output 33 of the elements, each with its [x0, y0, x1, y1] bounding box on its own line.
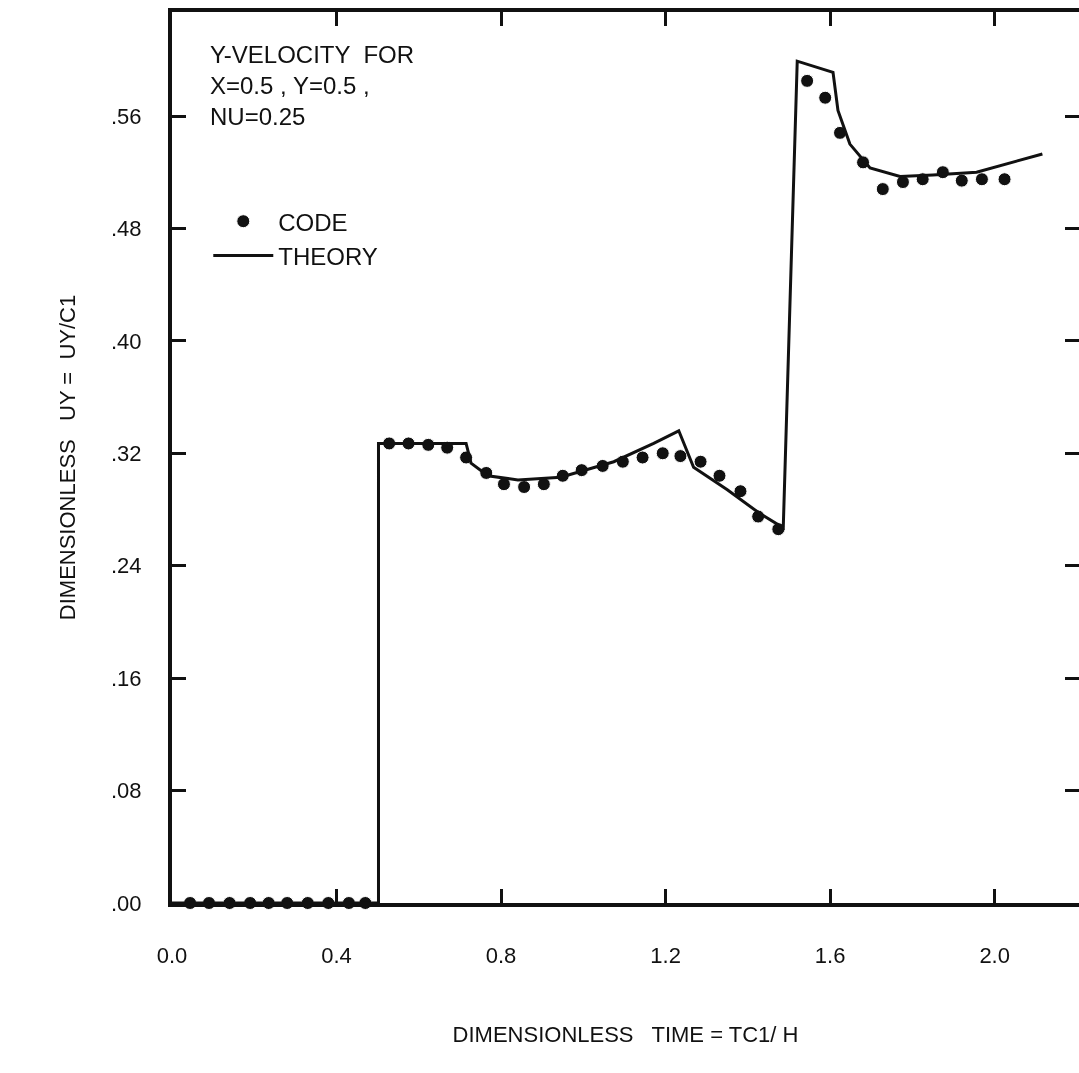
legend-label: CODE [278, 208, 348, 236]
point [635, 450, 650, 465]
point [733, 484, 748, 499]
point [673, 449, 688, 464]
legend-label: THEORY [278, 242, 378, 270]
point [800, 73, 815, 88]
y-axis-title: DIMENSIONLESS UY = UY/C1 [55, 294, 81, 621]
y-tick-label: .24 [111, 553, 142, 579]
y-tick-label: .00 [111, 890, 142, 916]
y-tick-label: .16 [111, 665, 142, 691]
point [655, 446, 670, 461]
y-tick-label: .40 [111, 328, 142, 354]
point [954, 173, 969, 188]
x-tick-label: 0.0 [156, 943, 188, 969]
x-tick-label: 0.4 [321, 943, 352, 969]
point [875, 182, 890, 197]
x-tick-label: 1.6 [814, 943, 846, 969]
point [496, 477, 511, 492]
x-tick-label: 0.8 [485, 943, 517, 969]
point [974, 172, 989, 187]
y-tick-label: .32 [111, 440, 142, 466]
point [693, 454, 708, 469]
x-tick-label: 1.2 [650, 943, 681, 969]
point [517, 480, 532, 494]
y-tick-label: .56 [111, 103, 142, 129]
point [997, 172, 1012, 187]
y-tick-label: .48 [111, 216, 142, 242]
point [818, 90, 833, 105]
y-tick-label: .08 [111, 778, 142, 804]
point [712, 468, 727, 483]
x-axis-title: DIMENSIONLESS TIME = TC1/ H [452, 1021, 799, 1047]
text: Y-VELOCITY FOR X=0.5 , Y=0.5 , NU=0.25 [210, 41, 415, 131]
x-tick-label: 2.0 [979, 943, 1010, 969]
